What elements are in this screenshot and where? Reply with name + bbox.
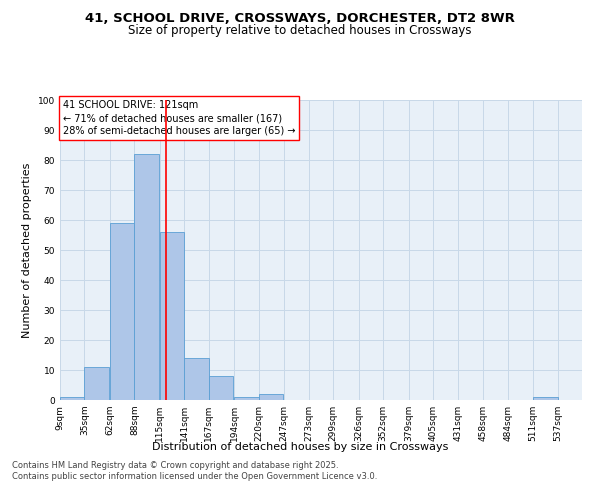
Bar — [160, 232, 184, 400]
Bar — [85, 367, 109, 400]
Bar — [209, 376, 233, 400]
Bar — [259, 394, 283, 400]
Bar — [110, 223, 134, 400]
Text: Contains public sector information licensed under the Open Government Licence v3: Contains public sector information licen… — [12, 472, 377, 481]
Bar — [134, 154, 159, 400]
Text: 41, SCHOOL DRIVE, CROSSWAYS, DORCHESTER, DT2 8WR: 41, SCHOOL DRIVE, CROSSWAYS, DORCHESTER,… — [85, 12, 515, 26]
Text: 41 SCHOOL DRIVE: 121sqm
← 71% of detached houses are smaller (167)
28% of semi-d: 41 SCHOOL DRIVE: 121sqm ← 71% of detache… — [62, 100, 295, 136]
Text: Contains HM Land Registry data © Crown copyright and database right 2025.: Contains HM Land Registry data © Crown c… — [12, 460, 338, 469]
Bar — [60, 397, 85, 400]
Text: Size of property relative to detached houses in Crossways: Size of property relative to detached ho… — [128, 24, 472, 37]
Y-axis label: Number of detached properties: Number of detached properties — [22, 162, 32, 338]
Bar — [235, 397, 259, 400]
Bar — [533, 397, 557, 400]
Text: Distribution of detached houses by size in Crossways: Distribution of detached houses by size … — [152, 442, 448, 452]
Bar — [184, 358, 209, 400]
